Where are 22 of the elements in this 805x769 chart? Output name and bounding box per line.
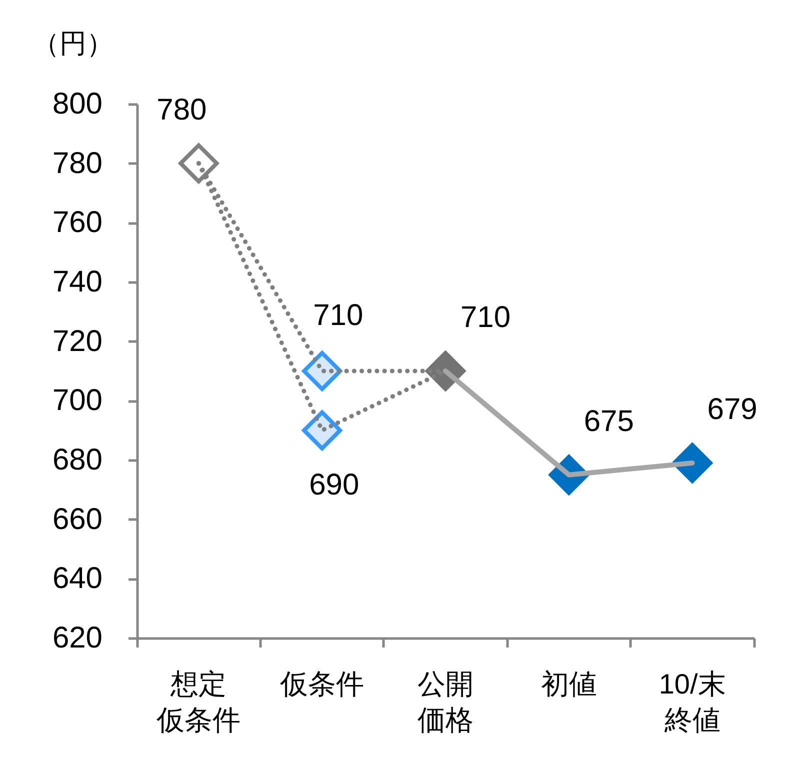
x-tick-label: 初値 <box>540 668 597 700</box>
y-tick-label: 800 <box>52 88 102 120</box>
x-tick-label: 想定仮条件 <box>156 668 241 736</box>
y-tick-label: 640 <box>52 562 102 596</box>
y-axis-title: （円） <box>32 28 114 58</box>
data-label: 780 <box>156 93 207 126</box>
y-tick-label: 720 <box>52 324 102 358</box>
y-tick-label: 780 <box>52 146 102 180</box>
data-label: 710 <box>313 299 364 332</box>
x-tick-label: 仮条件 <box>279 668 364 700</box>
data-label: 675 <box>584 404 634 438</box>
y-tick-label: 680 <box>52 444 102 476</box>
x-tick-label: 10/末終値 <box>658 668 726 736</box>
y-tick-label: 740 <box>52 266 102 298</box>
y-tick-label: 620 <box>52 622 102 654</box>
y-tick-label: 660 <box>52 502 102 536</box>
data-label: 690 <box>309 468 360 502</box>
y-tick-label: 700 <box>52 384 102 418</box>
data-label: 679 <box>707 392 758 426</box>
y-tick-label: 760 <box>52 206 102 240</box>
x-tick-label: 公開価格 <box>418 668 474 736</box>
data-label: 710 <box>460 301 511 334</box>
